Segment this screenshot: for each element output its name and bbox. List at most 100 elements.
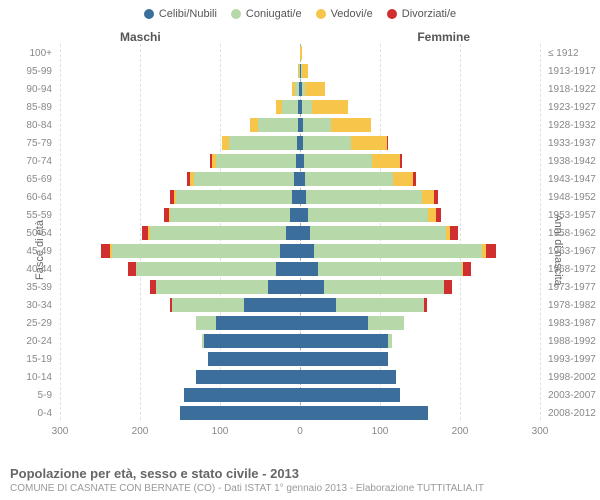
- age-label: 70-74: [26, 156, 52, 167]
- x-tick-label: 200: [452, 426, 469, 437]
- bar-segment: [314, 244, 482, 258]
- legend-swatch: [231, 9, 241, 19]
- male-bar: [128, 262, 300, 276]
- chart-footer: Popolazione per età, sesso e stato civil…: [10, 466, 590, 494]
- bar-segment: [250, 118, 258, 132]
- birth-year-label: 1913-1917: [548, 66, 596, 77]
- age-label: 60-64: [26, 192, 52, 203]
- x-tick-label: 300: [532, 426, 549, 437]
- male-bar: [142, 226, 300, 240]
- male-bar: [210, 154, 300, 168]
- female-bar: [300, 280, 452, 294]
- header-male: Maschi: [120, 30, 161, 44]
- bar-segment: [101, 244, 111, 258]
- bar-segment: [280, 244, 300, 258]
- bar-segment: [306, 190, 422, 204]
- bar-segment: [300, 46, 302, 60]
- age-label: 95-99: [26, 66, 52, 77]
- x-axis: 3002001000100200300: [60, 422, 540, 442]
- gridline: [540, 44, 541, 420]
- age-label: 75-79: [26, 138, 52, 149]
- chart-subtitle: COMUNE DI CASNATE CON BERNATE (CO) - Dat…: [10, 483, 590, 494]
- bar-segment: [444, 280, 452, 294]
- male-bar: [170, 298, 300, 312]
- bar-segment: [300, 244, 314, 258]
- male-bar: [196, 316, 300, 330]
- female-bar: [300, 244, 496, 258]
- female-bar: [300, 46, 302, 60]
- female-bar: [300, 388, 400, 402]
- bar-segment: [434, 190, 438, 204]
- age-label: 100+: [29, 48, 52, 59]
- x-tick-label: 0: [297, 426, 303, 437]
- legend-label: Celibi/Nubili: [159, 8, 217, 20]
- plot-area: 0-42008-20125-92003-200710-141998-200215…: [60, 44, 540, 442]
- legend-label: Vedovi/e: [331, 8, 373, 20]
- male-bar: [250, 118, 300, 132]
- age-label: 65-69: [26, 174, 52, 185]
- bar-segment: [300, 298, 336, 312]
- age-label: 45-49: [26, 246, 52, 257]
- bar-segment: [436, 208, 441, 222]
- age-row: 5-92003-2007: [60, 386, 540, 404]
- female-bar: [300, 190, 438, 204]
- bar-segment: [351, 136, 387, 150]
- bar-segment: [424, 298, 427, 312]
- female-bar: [300, 226, 458, 240]
- age-label: 90-94: [26, 84, 52, 95]
- legend-item: Coniugati/e: [231, 8, 302, 20]
- male-bar: [292, 82, 300, 96]
- age-label: 20-24: [26, 336, 52, 347]
- bar-segment: [204, 334, 300, 348]
- bar-segment: [400, 154, 402, 168]
- age-row: 30-341978-1982: [60, 296, 540, 314]
- bar-segment: [486, 244, 496, 258]
- age-row: 45-491963-1967: [60, 242, 540, 260]
- male-bar: [222, 136, 300, 150]
- age-label: 85-89: [26, 102, 52, 113]
- bar-segment: [463, 262, 471, 276]
- birth-year-label: 1988-1992: [548, 336, 596, 347]
- age-row: 20-241988-1992: [60, 332, 540, 350]
- bar-segment: [300, 388, 400, 402]
- male-bar: [184, 388, 300, 402]
- male-bar: [164, 208, 300, 222]
- bar-segment: [300, 226, 310, 240]
- bar-segment: [302, 100, 312, 114]
- age-row: 65-691943-1947: [60, 170, 540, 188]
- bar-segment: [300, 208, 308, 222]
- male-bar: [101, 244, 300, 258]
- birth-year-label: 1943-1947: [548, 174, 596, 185]
- bar-segment: [300, 316, 368, 330]
- bar-segment: [308, 208, 428, 222]
- birth-year-label: 1983-1987: [548, 318, 596, 329]
- x-tick-label: 100: [372, 426, 389, 437]
- bar-segment: [229, 136, 297, 150]
- age-label: 30-34: [26, 300, 52, 311]
- bar-segment: [216, 316, 300, 330]
- bar-rows: 0-42008-20125-92003-200710-141998-200215…: [60, 44, 540, 422]
- bar-segment: [428, 208, 436, 222]
- age-row: 40-441968-1972: [60, 260, 540, 278]
- legend-label: Coniugati/e: [246, 8, 302, 20]
- birth-year-label: ≤ 1912: [548, 48, 579, 59]
- female-bar: [300, 154, 402, 168]
- age-label: 15-19: [26, 354, 52, 365]
- age-label: 5-9: [38, 390, 52, 401]
- male-bar: [150, 280, 300, 294]
- male-bar: [196, 370, 300, 384]
- bar-segment: [303, 118, 331, 132]
- birth-year-label: 1933-1937: [548, 138, 596, 149]
- age-row: 60-641948-1952: [60, 188, 540, 206]
- birth-year-label: 2003-2007: [548, 390, 596, 401]
- bar-segment: [302, 64, 308, 78]
- bar-segment: [258, 118, 298, 132]
- age-row: 25-291983-1987: [60, 314, 540, 332]
- male-bar: [180, 406, 300, 420]
- bar-segment: [300, 280, 324, 294]
- bar-segment: [244, 298, 300, 312]
- age-row: 0-42008-2012: [60, 404, 540, 422]
- bar-segment: [128, 262, 136, 276]
- age-row: 85-891923-1927: [60, 98, 540, 116]
- x-tick-label: 100: [212, 426, 229, 437]
